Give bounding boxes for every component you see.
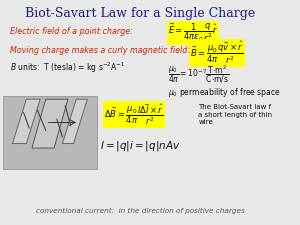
Text: $\dfrac{\mu_0}{4\pi}=10^{-7}\dfrac{\mathrm{T{\cdot}m^2}}{\mathrm{C{\cdot}m/s}}$: $\dfrac{\mu_0}{4\pi}=10^{-7}\dfrac{\math… — [168, 63, 229, 85]
Text: Electric field of a point charge:: Electric field of a point charge: — [10, 27, 133, 36]
Text: $\vec{E}=\dfrac{1}{4\pi\varepsilon_0}\dfrac{q}{r^2}\hat{r}$: $\vec{E}=\dfrac{1}{4\pi\varepsilon_0}\df… — [168, 22, 218, 44]
Text: wire: wire — [198, 119, 213, 126]
Text: a short length of thin: a short length of thin — [198, 112, 272, 118]
Text: conventional current:  in the direction of positive charges: conventional current: in the direction o… — [36, 208, 244, 214]
Text: $\Delta\vec{B}=\dfrac{\mu_0}{4\pi}\dfrac{I\Delta\vec{l}\times\hat{r}}{r^2}$: $\Delta\vec{B}=\dfrac{\mu_0}{4\pi}\dfrac… — [104, 102, 164, 127]
Polygon shape — [62, 99, 87, 144]
Text: Moving charge makes a curly magnetic field:: Moving charge makes a curly magnetic fie… — [10, 46, 190, 55]
Polygon shape — [13, 99, 40, 144]
Text: $I = |q|i = |q|nAv$: $I = |q|i = |q|nAv$ — [100, 139, 180, 153]
FancyBboxPatch shape — [3, 96, 97, 169]
Text: $\mu_0$ permeability of free space: $\mu_0$ permeability of free space — [168, 86, 281, 99]
Text: $\mathit{B}$ units:  T (tesla) = kg s$^{-2}$A$^{-1}$: $\mathit{B}$ units: T (tesla) = kg s$^{-… — [10, 61, 125, 75]
Text: Biot-Savart Law for a Single Charge: Biot-Savart Law for a Single Charge — [25, 7, 255, 20]
Text: The Biot-Savart law f: The Biot-Savart law f — [198, 104, 272, 110]
Polygon shape — [32, 99, 68, 148]
Text: $\vec{B}=\dfrac{\mu_0}{4\pi}\dfrac{q\vec{v}\times\hat{r}}{r^2}$: $\vec{B}=\dfrac{\mu_0}{4\pi}\dfrac{q\vec… — [190, 40, 244, 66]
